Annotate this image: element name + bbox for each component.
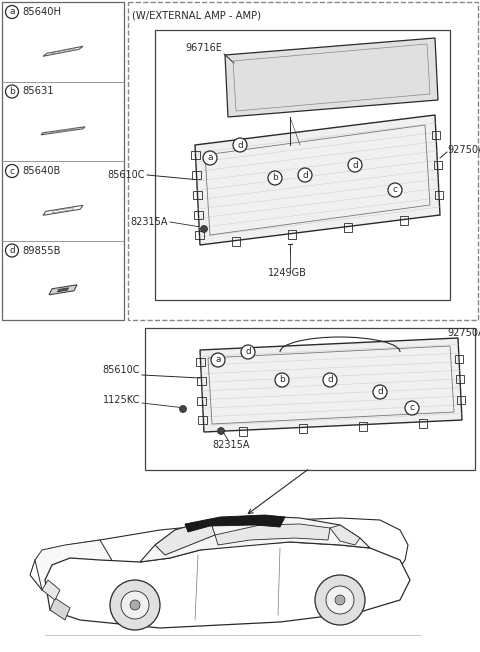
Text: d: d xyxy=(327,376,333,385)
Circle shape xyxy=(373,385,387,399)
Circle shape xyxy=(110,580,160,630)
Circle shape xyxy=(298,168,312,182)
Text: 85610C: 85610C xyxy=(108,170,145,180)
Polygon shape xyxy=(185,515,285,532)
Text: d: d xyxy=(352,160,358,170)
Text: (W/EXTERNAL AMP - AMP): (W/EXTERNAL AMP - AMP) xyxy=(132,11,261,21)
Bar xyxy=(197,396,206,405)
Polygon shape xyxy=(50,598,70,620)
Bar xyxy=(191,151,200,159)
Polygon shape xyxy=(140,516,370,562)
Text: a: a xyxy=(215,355,221,364)
Text: c: c xyxy=(393,186,397,194)
Circle shape xyxy=(405,401,419,415)
Circle shape xyxy=(323,373,337,387)
Circle shape xyxy=(180,406,187,413)
Polygon shape xyxy=(49,285,77,295)
Polygon shape xyxy=(42,580,60,600)
Bar xyxy=(155,30,450,300)
Circle shape xyxy=(335,595,345,605)
Circle shape xyxy=(275,373,289,387)
Circle shape xyxy=(130,600,140,610)
Text: 92750A: 92750A xyxy=(447,328,480,338)
Bar xyxy=(400,216,408,224)
Circle shape xyxy=(348,158,362,172)
Bar xyxy=(359,422,367,430)
Circle shape xyxy=(268,171,282,185)
Text: c: c xyxy=(409,404,415,413)
Circle shape xyxy=(5,5,19,18)
Bar xyxy=(194,231,204,239)
Text: 85640H: 85640H xyxy=(22,7,61,17)
Circle shape xyxy=(121,591,149,619)
Text: 1249GB: 1249GB xyxy=(268,268,307,278)
Text: 85640B: 85640B xyxy=(22,166,60,176)
Bar xyxy=(344,222,352,231)
Text: d: d xyxy=(302,171,308,179)
Circle shape xyxy=(201,226,207,233)
Text: b: b xyxy=(279,376,285,385)
Bar xyxy=(232,237,240,246)
Circle shape xyxy=(5,164,19,177)
Polygon shape xyxy=(200,338,462,432)
Polygon shape xyxy=(58,288,69,292)
Bar xyxy=(456,375,464,383)
Text: d: d xyxy=(245,348,251,357)
Bar xyxy=(2,2,124,320)
Bar xyxy=(193,211,203,219)
Circle shape xyxy=(315,575,365,625)
Circle shape xyxy=(217,428,225,434)
Text: d: d xyxy=(237,140,243,149)
Text: 82315A: 82315A xyxy=(212,440,250,450)
Bar xyxy=(198,416,207,424)
Bar xyxy=(435,191,443,199)
Text: b: b xyxy=(9,87,15,96)
Text: 82315A: 82315A xyxy=(131,217,168,227)
Bar xyxy=(196,359,204,366)
Bar xyxy=(128,2,478,320)
Text: a: a xyxy=(207,153,213,162)
Bar xyxy=(192,191,202,199)
Circle shape xyxy=(233,138,247,152)
Text: 85631: 85631 xyxy=(22,87,54,96)
Bar xyxy=(457,396,465,404)
Text: d: d xyxy=(377,387,383,396)
Circle shape xyxy=(211,353,225,367)
Text: c: c xyxy=(10,166,14,175)
Text: 96716E: 96716E xyxy=(185,43,222,53)
Circle shape xyxy=(388,183,402,197)
Bar xyxy=(196,378,205,385)
Circle shape xyxy=(326,586,354,614)
Bar xyxy=(145,328,475,470)
Text: 89855B: 89855B xyxy=(22,246,60,256)
Bar xyxy=(299,424,307,434)
Text: a: a xyxy=(9,8,15,16)
Text: 92750A: 92750A xyxy=(447,145,480,155)
Text: 85610C: 85610C xyxy=(103,365,140,375)
Polygon shape xyxy=(330,525,360,545)
Polygon shape xyxy=(225,38,438,117)
Bar xyxy=(455,355,463,363)
Polygon shape xyxy=(195,115,440,245)
Bar xyxy=(432,131,440,139)
Bar xyxy=(420,419,427,428)
Bar xyxy=(192,171,201,179)
Text: b: b xyxy=(272,173,278,183)
Bar xyxy=(433,161,442,169)
Polygon shape xyxy=(215,524,330,545)
Circle shape xyxy=(5,85,19,98)
Circle shape xyxy=(203,151,217,165)
Polygon shape xyxy=(35,540,160,608)
Polygon shape xyxy=(155,520,215,555)
Circle shape xyxy=(241,345,255,359)
Text: d: d xyxy=(9,246,15,255)
Bar xyxy=(288,230,296,239)
Circle shape xyxy=(5,244,19,257)
Polygon shape xyxy=(45,542,410,628)
Polygon shape xyxy=(30,518,408,608)
Bar xyxy=(239,427,247,436)
Text: 1125KC: 1125KC xyxy=(103,395,140,405)
